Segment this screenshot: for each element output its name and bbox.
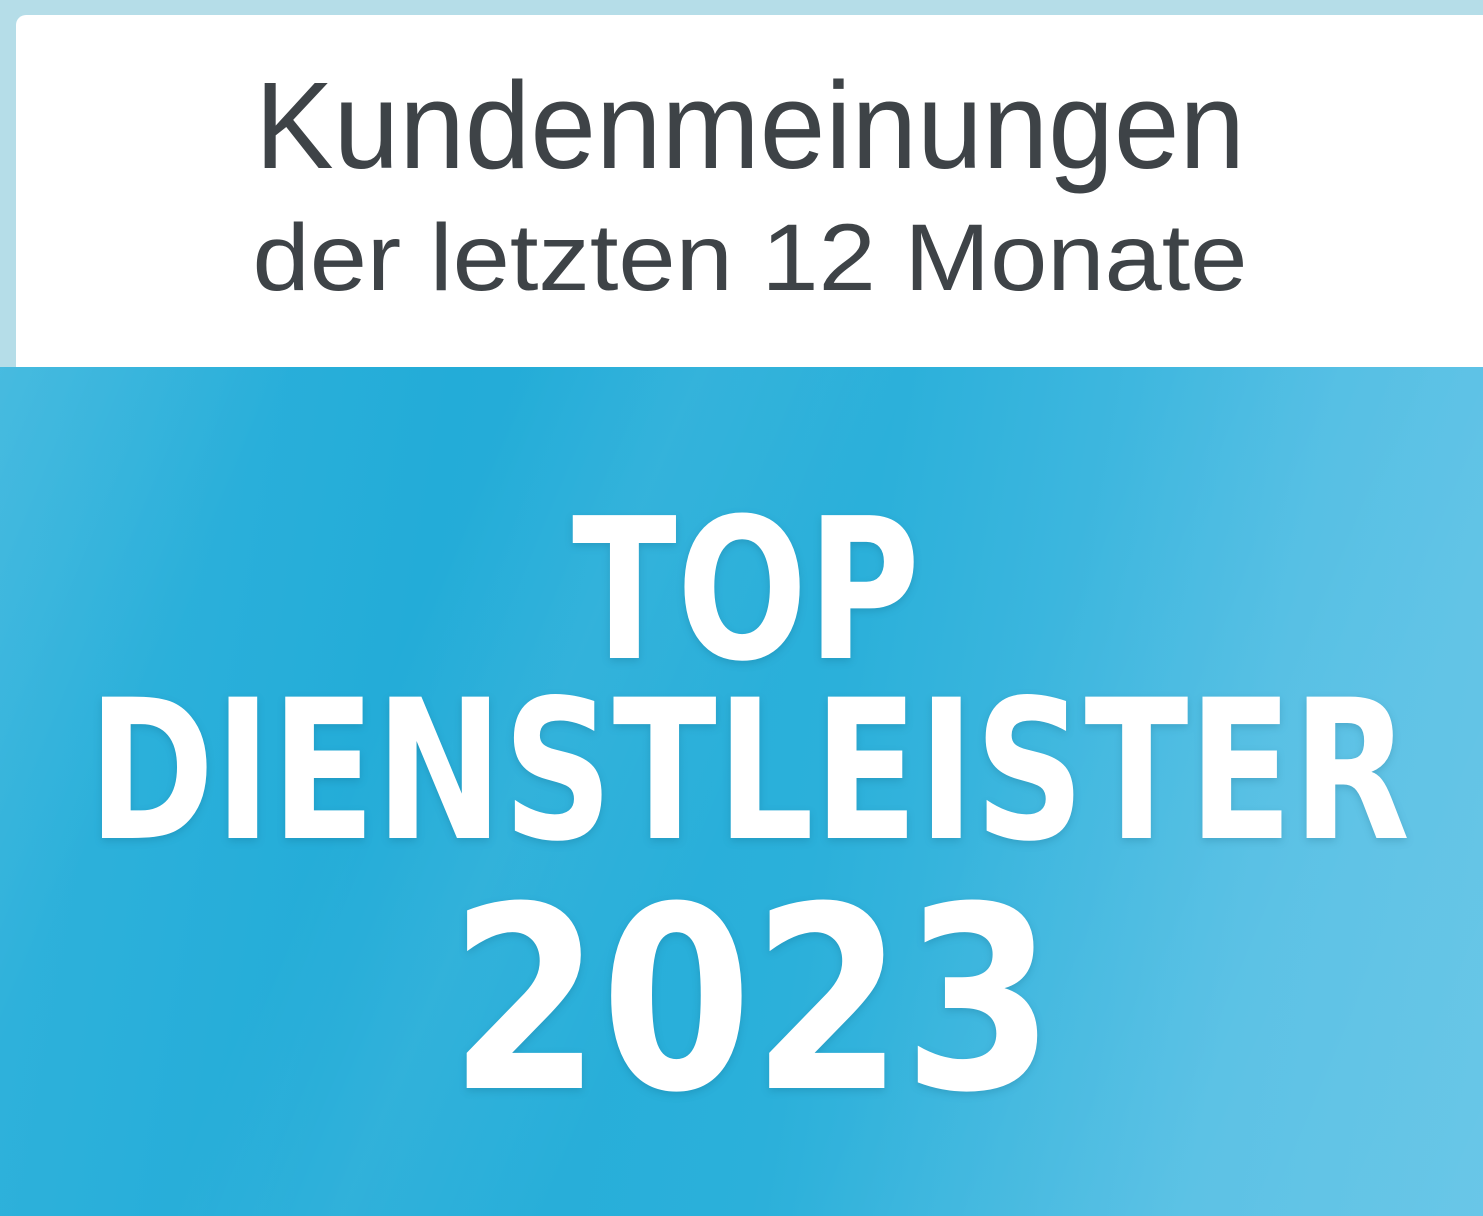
award-year: 2023	[450, 852, 1055, 1148]
header-line2: der letzten 12 Monate	[253, 205, 1248, 311]
award-panel	[0, 367, 1483, 1216]
header-line1: Kundenmeinungen	[255, 58, 1245, 195]
header-panel	[16, 15, 1483, 367]
award-line2: DIENSTLEISTER	[88, 658, 1410, 884]
award-line1: TOP	[572, 477, 920, 705]
